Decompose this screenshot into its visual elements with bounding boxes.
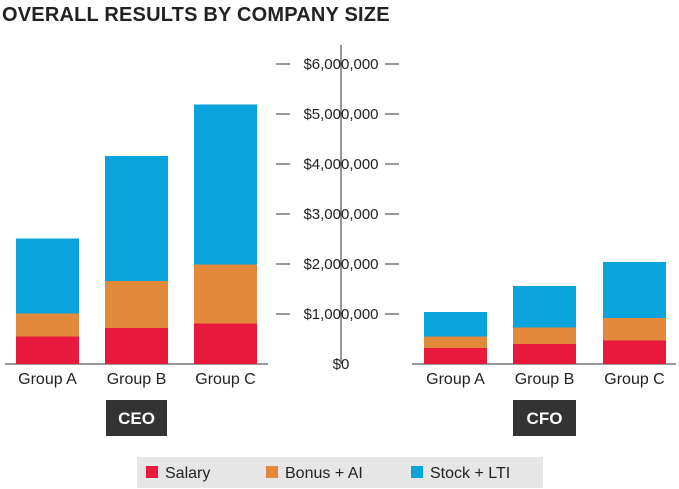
y-tick-label: $1,000,000	[303, 306, 378, 323]
ceo-bar-1-stock	[16, 238, 79, 314]
legend-label-stock: Stock + LTI	[430, 465, 510, 482]
ceo-category-label: Group C	[195, 371, 255, 388]
legend-bg	[137, 457, 543, 488]
legend-swatch-bonus	[266, 466, 278, 478]
bars	[16, 104, 666, 364]
legend-swatch-salary	[146, 466, 158, 478]
legend-label-bonus: Bonus + AI	[285, 465, 363, 482]
ceo-bar-3-bonus	[194, 264, 257, 324]
y-tick-label: $6,000,000	[303, 56, 378, 73]
cfo-label: CFO	[527, 409, 563, 428]
ceo-group-box: CEO	[106, 400, 167, 436]
ceo-category-label: Group A	[18, 371, 77, 388]
legend-swatch-stock	[411, 466, 423, 478]
category-labels: Group A Group B Group C Group A Group B Group…	[18, 371, 665, 388]
cfo-group-box: CFO	[513, 400, 576, 436]
cfo-bar-1-salary	[424, 348, 487, 364]
cfo-bar-1-stock	[424, 312, 487, 337]
cfo-bar-2-stock	[513, 286, 576, 328]
ceo-bar-2-stock	[105, 156, 168, 281]
y-tick-label: $4,000,000	[303, 156, 378, 173]
ceo-label: CEO	[118, 409, 155, 428]
y-tick-label: $0	[333, 356, 350, 373]
ceo-bar-2-salary	[105, 328, 168, 364]
cfo-bar-2-salary	[513, 344, 576, 364]
cfo-category-label: Group C	[604, 371, 664, 388]
cfo-bar-3-stock	[603, 262, 666, 318]
legend-label-salary: Salary	[165, 465, 210, 482]
cfo-bar-3-salary	[603, 340, 666, 364]
cfo-bar-1-bonus	[424, 336, 487, 348]
cfo-bar-3-bonus	[603, 318, 666, 341]
y-tick-label: $2,000,000	[303, 256, 378, 273]
cfo-box-bg	[513, 400, 576, 436]
ceo-bar-2-bonus	[105, 281, 168, 328]
cfo-category-label: Group A	[426, 371, 485, 388]
ceo-category-label: Group B	[107, 371, 167, 388]
cfo-category-label: Group B	[515, 371, 575, 388]
y-axis: $0 $1,000,000 $2,000,000 $3,000,000 $4,000,0…	[5, 45, 676, 373]
ceo-bar-3-stock	[194, 104, 257, 265]
y-tick-label: $3,000,000	[303, 206, 378, 223]
ceo-bar-3-salary	[194, 323, 257, 364]
ceo-bar-1-salary	[16, 336, 79, 364]
cfo-bar-2-bonus	[513, 327, 576, 344]
ceo-bar-1-bonus	[16, 313, 79, 337]
ceo-box-bg	[106, 400, 167, 436]
chart-title: OVERALL RESULTS BY COMPANY SIZE	[2, 4, 390, 26]
legend: Salary Bonus + AI Stock + LTI	[137, 457, 543, 488]
y-tick-label: $5,000,000	[303, 106, 378, 123]
